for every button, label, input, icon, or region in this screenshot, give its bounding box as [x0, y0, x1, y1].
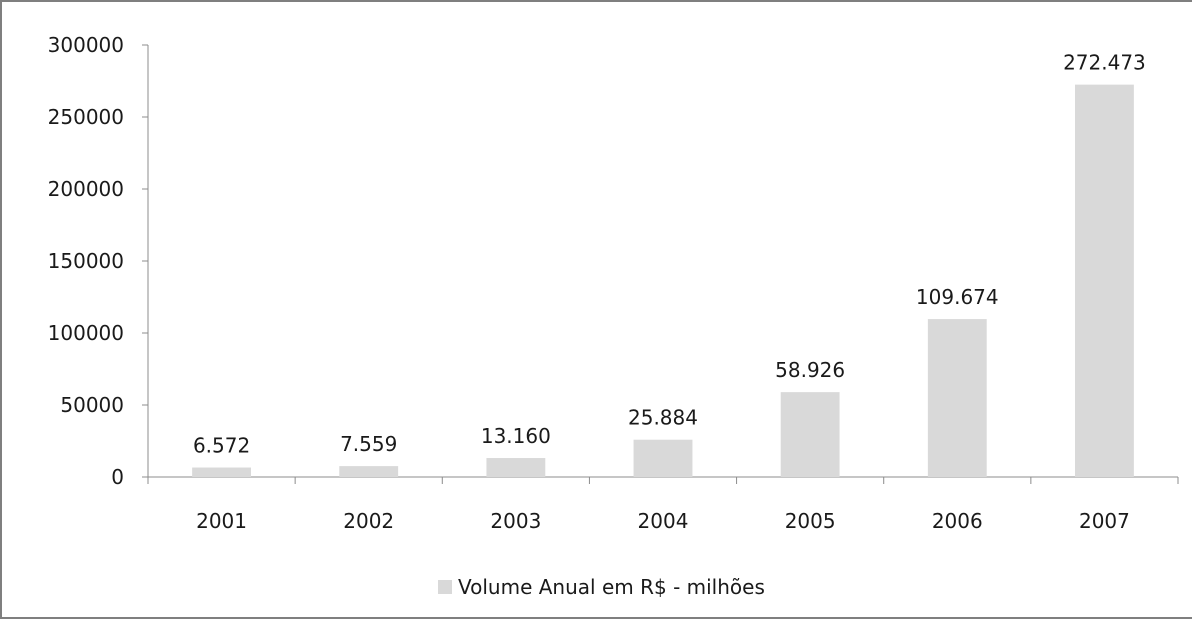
data-labels: 6.572 7.559 13.160 25.884 58.926 109.674 272.4…: [193, 51, 1146, 458]
data-label: 272.473: [1063, 51, 1146, 75]
x-tick-label: 2007: [1079, 509, 1130, 533]
y-tick-label: 50000: [60, 393, 124, 417]
data-label: 13.160: [481, 424, 551, 448]
data-label: 58.926: [775, 358, 845, 382]
bar: [780, 392, 840, 477]
bars: [192, 84, 1134, 477]
data-label: 6.572: [193, 434, 250, 458]
legend-swatch: [438, 580, 452, 594]
y-tick-label: 300000: [48, 33, 124, 57]
x-tick-label: 2003: [490, 509, 541, 533]
y-axis: 0 50000 100000 150000 200000 250000 300000: [48, 33, 149, 489]
x-tick-label: 2002: [343, 509, 394, 533]
x-tick-label: 2005: [785, 509, 836, 533]
x-tick-label: 2004: [638, 509, 689, 533]
x-axis: 2001 2002 2003 2004 2005 2006 2007: [147, 476, 1179, 533]
y-tick-label: 150000: [48, 249, 124, 273]
bar: [927, 319, 987, 477]
legend: Volume Anual em R$ - milhões: [438, 575, 765, 599]
y-tick-label: 200000: [48, 177, 124, 201]
data-label: 109.674: [916, 285, 999, 309]
y-tick-label: 100000: [48, 321, 124, 345]
data-label: 25.884: [628, 406, 698, 430]
bar: [192, 467, 251, 477]
legend-label: Volume Anual em R$ - milhões: [458, 575, 765, 599]
y-tick-label: 0: [111, 465, 124, 489]
bar: [339, 466, 399, 477]
x-tick-label: 2001: [196, 509, 247, 533]
y-tick-label: 250000: [48, 105, 124, 129]
data-label: 7.559: [340, 432, 397, 456]
x-tick-label: 2006: [932, 509, 983, 533]
bar: [486, 458, 546, 477]
bar: [633, 439, 693, 477]
bar: [1075, 84, 1134, 477]
